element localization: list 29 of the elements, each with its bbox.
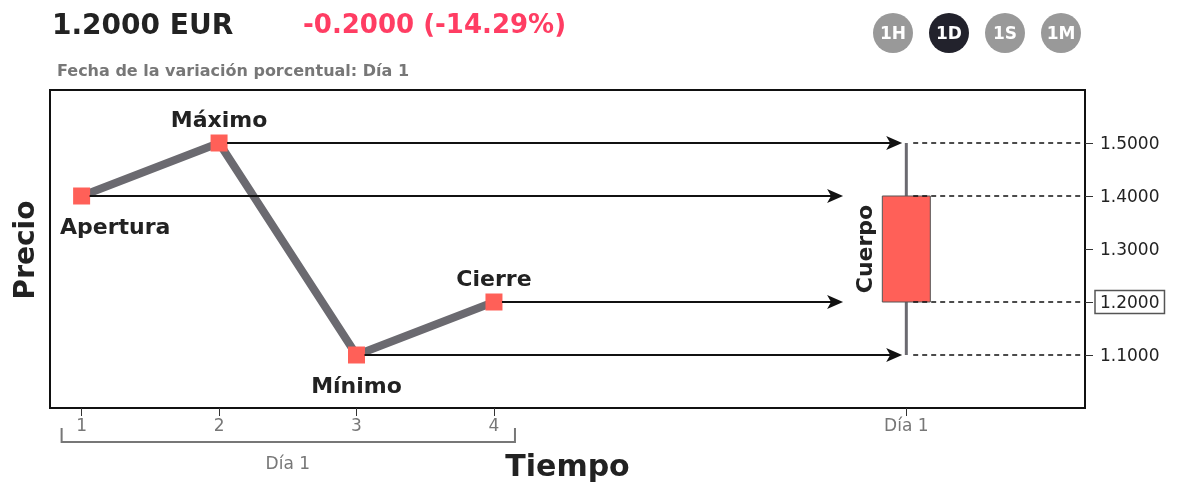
annotation: Máximo bbox=[170, 106, 268, 132]
x-axis-title: Tiempo bbox=[505, 447, 630, 483]
text: 1H bbox=[873, 13, 913, 53]
chart-subtitle: -0.2000 (-14.29%) bbox=[303, 9, 567, 39]
text: Fecha de la variación porcentual: Día 1 bbox=[57, 61, 410, 80]
y-tick-label: 1.1000 bbox=[1100, 345, 1160, 365]
y-tick-label: 1.5000 bbox=[1100, 133, 1160, 153]
x-tick-label: 1 bbox=[76, 414, 88, 435]
x-tick-label: 4 bbox=[488, 414, 500, 435]
annotation: Mínimo bbox=[311, 372, 402, 398]
y-tick-label: 1.3000 bbox=[1100, 239, 1160, 259]
x-tick-label: 2 bbox=[213, 414, 225, 435]
y-tick-label: 1.4000 bbox=[1100, 186, 1160, 206]
text: 1M bbox=[1041, 13, 1081, 53]
y-axis-title: Precio bbox=[7, 200, 41, 300]
text: Día 1 bbox=[265, 453, 311, 473]
x-tick-label: Día 1 bbox=[884, 414, 929, 435]
point bbox=[348, 346, 366, 364]
annotation: Cuerpo bbox=[851, 204, 877, 294]
point bbox=[485, 293, 503, 311]
y-tick-label: 1.2000 bbox=[1100, 292, 1160, 312]
text: 1S bbox=[985, 13, 1025, 53]
chart-title: 1.2000 EUR bbox=[52, 8, 234, 41]
text: 1D bbox=[929, 13, 969, 53]
annotation: Cierre bbox=[456, 265, 532, 291]
x-tick-label: 3 bbox=[351, 414, 362, 435]
point bbox=[210, 134, 228, 152]
annotation: Apertura bbox=[60, 213, 171, 239]
point bbox=[73, 187, 91, 205]
